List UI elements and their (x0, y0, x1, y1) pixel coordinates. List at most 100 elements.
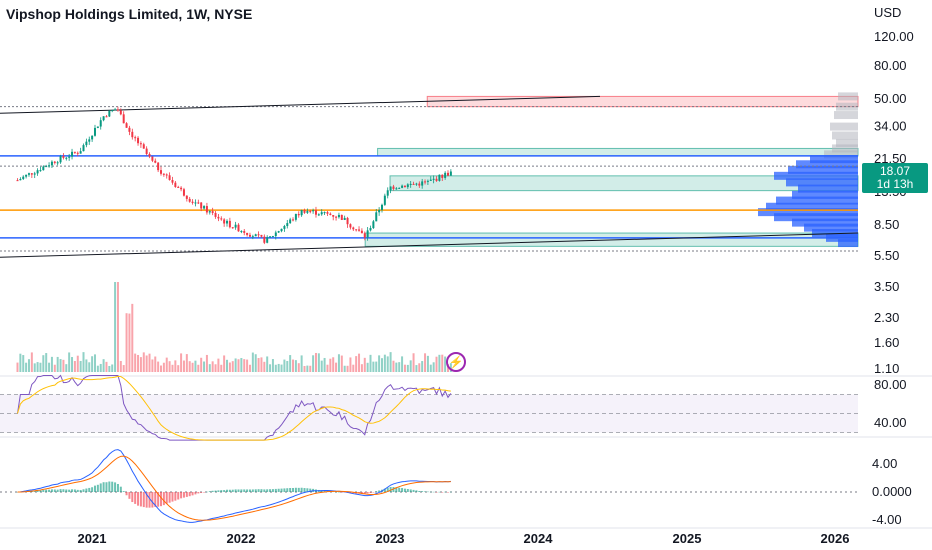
candle-body (214, 212, 217, 217)
candle-body (355, 229, 358, 231)
volume-bar (415, 365, 418, 372)
macd-histogram-bar (277, 488, 280, 492)
macd-histogram-bar (174, 492, 177, 501)
grid (0, 375, 932, 529)
candle-body (71, 151, 74, 157)
candle-body (96, 126, 99, 128)
volume-bar (168, 361, 171, 372)
macd-histogram-bar (125, 492, 128, 496)
volume-tick-label: 3.50 (874, 279, 899, 294)
volume-bar (160, 365, 162, 372)
macd-histogram-bar (88, 487, 91, 492)
volume-bar (366, 362, 369, 372)
volume-bar (48, 362, 51, 372)
macd-histogram-bar (389, 486, 392, 492)
profile-bar (810, 155, 858, 164)
macd-histogram-bar (205, 491, 208, 493)
macd-histogram-bar (16, 492, 19, 493)
price-tick-label: 34.00 (874, 119, 907, 134)
candle-body (148, 153, 151, 157)
macd-histogram-bar (93, 485, 96, 492)
lightning-icon[interactable]: ⚡ (446, 352, 466, 372)
candle-body (286, 223, 289, 227)
candle-body (154, 160, 157, 163)
volume-bar (148, 353, 151, 372)
macd-histogram-bar (228, 489, 231, 492)
macd-histogram-bar (323, 490, 326, 492)
volume-bar (300, 355, 303, 372)
candle-body (82, 145, 85, 152)
volume-bar (111, 364, 114, 372)
volume-bar (200, 357, 203, 372)
volume-bar (286, 360, 289, 372)
candle-body (93, 127, 96, 136)
volume-bar (343, 365, 346, 372)
profile-bar (792, 218, 858, 227)
volume-bar (59, 359, 62, 372)
macd-histogram-bar (378, 490, 381, 492)
volume-bar (214, 364, 217, 372)
volume-bar (27, 359, 30, 372)
volume-bar (174, 360, 177, 372)
candle-body (139, 143, 142, 145)
candle-body (403, 185, 406, 188)
profile-bar (796, 160, 858, 169)
macd-histogram-bar (260, 489, 263, 492)
volume-bar (392, 360, 395, 372)
volume-bar (355, 356, 358, 372)
volume-bar (45, 353, 48, 372)
signal-line (17, 455, 451, 521)
candle-body (42, 166, 45, 171)
profile-bar (792, 190, 858, 199)
macd-histogram-bar (139, 492, 142, 507)
macd-histogram-bar (131, 492, 134, 503)
candle-body (292, 219, 295, 221)
macd-histogram-bar (105, 482, 108, 492)
macd-histogram-bar (335, 491, 338, 493)
volume-bar (134, 353, 137, 372)
candle-body (432, 178, 435, 180)
macd-histogram-bar (280, 488, 283, 492)
macd-line (17, 449, 451, 523)
zones (364, 95, 859, 247)
candle-body (228, 220, 231, 228)
candle-body (125, 123, 128, 128)
rsi-pane (0, 374, 858, 441)
volume-bar (243, 359, 246, 372)
time-tick-label: 2023 (376, 531, 405, 546)
macd-histogram-bar (96, 484, 99, 492)
volume-tick-label: 1.60 (874, 335, 899, 350)
macd-histogram-bar (392, 487, 395, 492)
macd-histogram-bar (214, 490, 217, 492)
volume-bar (383, 354, 386, 372)
macd-histogram-bar (50, 489, 53, 492)
volume-bar (30, 352, 33, 372)
macd-histogram-bar (165, 492, 168, 504)
profile-bar (834, 111, 858, 120)
macd-histogram-bar (403, 488, 406, 492)
macd-histogram-bar (360, 492, 363, 494)
macd-histogram-bar (162, 492, 165, 506)
candle-body (25, 174, 28, 177)
currency-label[interactable]: USD (874, 5, 902, 20)
candle-body (151, 156, 154, 161)
macd-histogram-bar (412, 489, 415, 492)
volume-bar (39, 362, 42, 372)
volume-bar (102, 359, 105, 372)
macd-histogram-bar (116, 483, 119, 492)
candle-body (65, 157, 68, 159)
candle-body (53, 161, 56, 163)
volume-bar (294, 360, 297, 372)
candle-body (444, 172, 447, 178)
volume-bar (358, 353, 361, 372)
macd-histogram-bar (68, 489, 71, 492)
macd-histogram-bar (99, 483, 102, 492)
volume-bar (435, 356, 438, 372)
volume-bar (33, 363, 36, 372)
profile-bar (838, 239, 858, 248)
candle-body (401, 185, 404, 188)
candle-body (317, 214, 320, 216)
macd-histogram-bar (185, 492, 188, 497)
profile-bar (836, 102, 858, 111)
